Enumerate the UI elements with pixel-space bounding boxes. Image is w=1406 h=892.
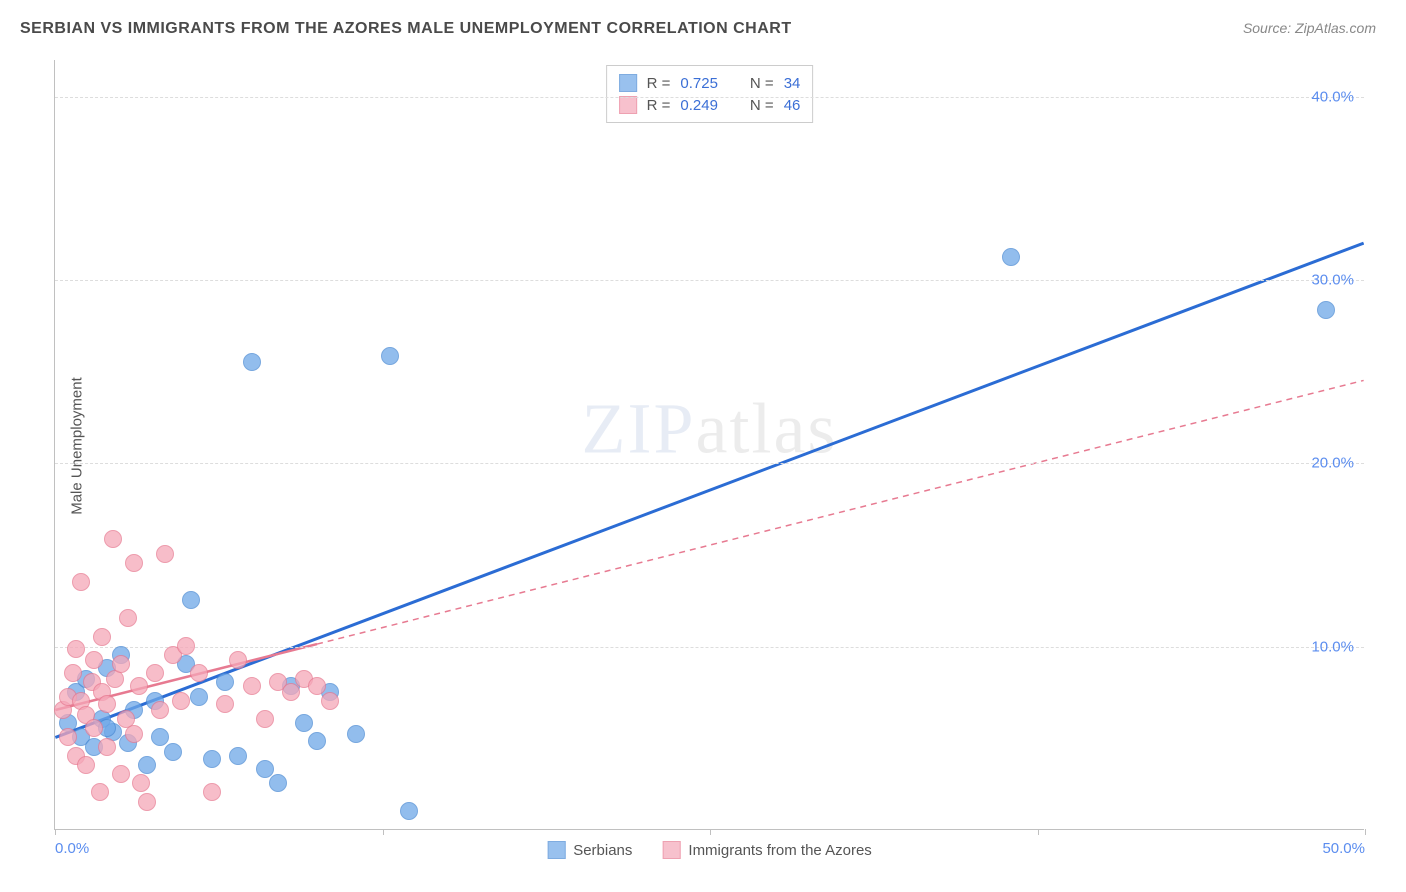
scatter-point bbox=[98, 695, 116, 713]
scatter-point bbox=[229, 747, 247, 765]
r-value: 0.249 bbox=[680, 97, 718, 114]
scatter-point bbox=[243, 353, 261, 371]
gridline bbox=[55, 97, 1364, 98]
n-label: N = bbox=[750, 75, 774, 92]
series-swatch bbox=[619, 74, 637, 92]
chart-title: SERBIAN VS IMMIGRANTS FROM THE AZORES MA… bbox=[20, 20, 792, 38]
trendlines-svg bbox=[55, 60, 1364, 829]
scatter-point bbox=[119, 609, 137, 627]
n-label: N = bbox=[750, 97, 774, 114]
r-label: R = bbox=[647, 97, 671, 114]
scatter-point bbox=[125, 725, 143, 743]
scatter-point bbox=[59, 728, 77, 746]
scatter-point bbox=[98, 738, 116, 756]
x-tick bbox=[710, 829, 711, 835]
scatter-point bbox=[138, 793, 156, 811]
scatter-point bbox=[256, 760, 274, 778]
scatter-point bbox=[182, 591, 200, 609]
scatter-point bbox=[112, 655, 130, 673]
chart-plot-area: ZIPatlas R =0.725N =34R =0.249N =46 Serb… bbox=[54, 60, 1364, 830]
y-tick-label: 40.0% bbox=[1311, 88, 1354, 105]
scatter-point bbox=[295, 714, 313, 732]
scatter-point bbox=[164, 743, 182, 761]
scatter-point bbox=[190, 664, 208, 682]
x-tick bbox=[1365, 829, 1366, 835]
legend-label: Serbians bbox=[573, 842, 632, 859]
legend: Serbians Immigrants from the Azores bbox=[547, 841, 872, 859]
gridline bbox=[55, 647, 1364, 648]
legend-swatch bbox=[547, 841, 565, 859]
scatter-point bbox=[132, 774, 150, 792]
scatter-point bbox=[146, 664, 164, 682]
y-tick-label: 10.0% bbox=[1311, 638, 1354, 655]
scatter-point bbox=[1002, 248, 1020, 266]
r-value: 0.725 bbox=[680, 75, 718, 92]
scatter-point bbox=[1317, 301, 1335, 319]
series-swatch bbox=[619, 96, 637, 114]
scatter-point bbox=[156, 545, 174, 563]
correlation-stats-box: R = 0.725 N = 34 R = 0.249 N = 46 bbox=[606, 65, 814, 123]
y-tick-label: 20.0% bbox=[1311, 455, 1354, 472]
x-tick bbox=[383, 829, 384, 835]
trendline bbox=[55, 243, 1363, 737]
n-value: 34 bbox=[784, 75, 801, 92]
r-label: R = bbox=[647, 75, 671, 92]
n-value: 46 bbox=[784, 97, 801, 114]
scatter-point bbox=[151, 701, 169, 719]
scatter-point bbox=[77, 756, 95, 774]
scatter-point bbox=[64, 664, 82, 682]
scatter-point bbox=[91, 783, 109, 801]
scatter-point bbox=[177, 637, 195, 655]
legend-swatch bbox=[662, 841, 680, 859]
scatter-point bbox=[85, 719, 103, 737]
gridline bbox=[55, 463, 1364, 464]
legend-label: Immigrants from the Azores bbox=[688, 842, 871, 859]
scatter-point bbox=[190, 688, 208, 706]
legend-item: Serbians bbox=[547, 841, 632, 859]
stats-row: R = 0.725 N = 34 bbox=[619, 72, 801, 94]
scatter-point bbox=[72, 573, 90, 591]
scatter-point bbox=[269, 774, 287, 792]
scatter-point bbox=[125, 554, 143, 572]
scatter-point bbox=[243, 677, 261, 695]
scatter-point bbox=[203, 783, 221, 801]
scatter-point bbox=[130, 677, 148, 695]
source-attribution: Source: ZipAtlas.com bbox=[1243, 20, 1376, 36]
scatter-point bbox=[229, 651, 247, 669]
scatter-point bbox=[216, 695, 234, 713]
x-tick-label: 50.0% bbox=[1322, 840, 1365, 857]
y-tick-label: 30.0% bbox=[1311, 272, 1354, 289]
scatter-point bbox=[104, 530, 122, 548]
scatter-point bbox=[85, 651, 103, 669]
scatter-point bbox=[151, 728, 169, 746]
scatter-point bbox=[93, 628, 111, 646]
scatter-point bbox=[400, 802, 418, 820]
scatter-point bbox=[112, 765, 130, 783]
legend-item: Immigrants from the Azores bbox=[662, 841, 871, 859]
scatter-point bbox=[67, 640, 85, 658]
scatter-point bbox=[203, 750, 221, 768]
scatter-point bbox=[308, 732, 326, 750]
scatter-point bbox=[256, 710, 274, 728]
x-tick-label: 0.0% bbox=[55, 840, 89, 857]
trendline-dashed bbox=[317, 380, 1364, 644]
x-tick bbox=[55, 829, 56, 835]
scatter-point bbox=[138, 756, 156, 774]
x-tick bbox=[1038, 829, 1039, 835]
scatter-point bbox=[347, 725, 365, 743]
gridline bbox=[55, 280, 1364, 281]
scatter-point bbox=[321, 692, 339, 710]
scatter-point bbox=[381, 347, 399, 365]
watermark: ZIPatlas bbox=[582, 388, 838, 471]
scatter-point bbox=[216, 673, 234, 691]
scatter-point bbox=[172, 692, 190, 710]
scatter-point bbox=[308, 677, 326, 695]
